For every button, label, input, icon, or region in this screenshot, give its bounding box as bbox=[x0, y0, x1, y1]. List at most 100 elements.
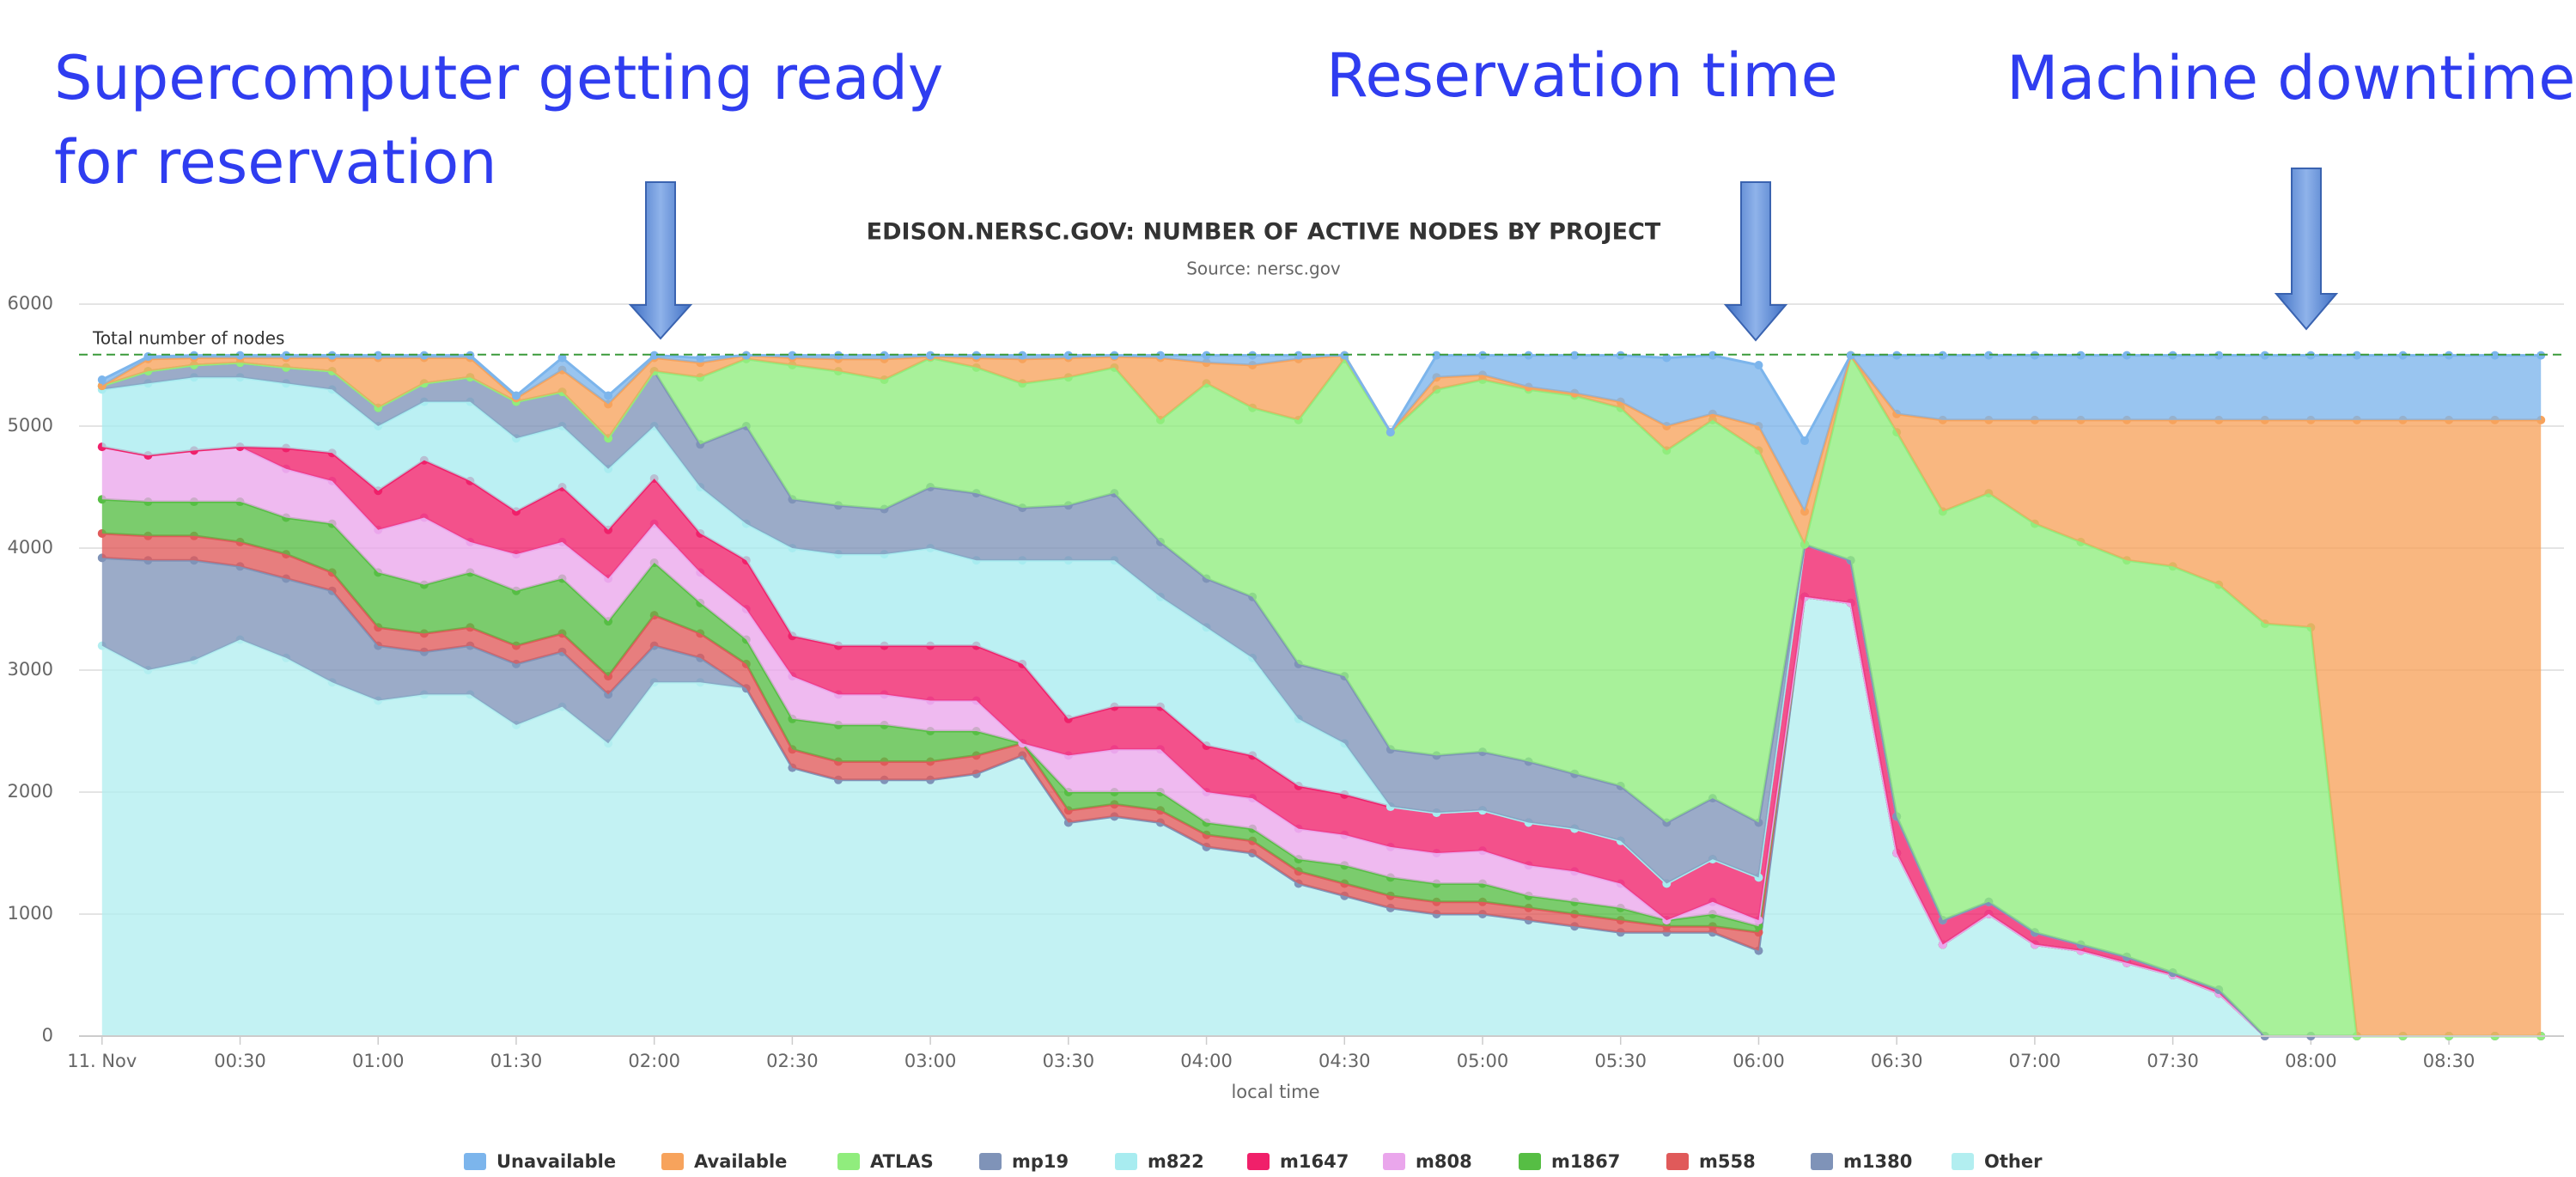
x-tick-label: 03:00 bbox=[904, 1051, 957, 1071]
x-tick-label: 01:00 bbox=[352, 1051, 405, 1071]
x-tick-label: 08:00 bbox=[2285, 1051, 2337, 1071]
legend-label: ATLAS bbox=[870, 1151, 934, 1172]
point-marker bbox=[374, 351, 383, 360]
point-marker bbox=[2352, 351, 2361, 360]
series-area bbox=[101, 363, 2542, 1036]
point-marker bbox=[1800, 540, 1810, 549]
point-marker bbox=[604, 391, 613, 400]
legend-swatch bbox=[1247, 1153, 1270, 1170]
point-marker bbox=[1800, 436, 1810, 446]
y-tick-label: 6000 bbox=[8, 293, 53, 314]
series-area bbox=[101, 534, 2542, 1036]
point-marker bbox=[1708, 351, 1717, 360]
y-tick-label: 5000 bbox=[8, 415, 53, 436]
point-marker bbox=[1018, 351, 1027, 360]
point-marker bbox=[1570, 351, 1580, 360]
legend-swatch bbox=[837, 1153, 860, 1170]
point-marker bbox=[2214, 351, 2224, 360]
legend-swatch bbox=[1383, 1153, 1405, 1170]
legend-label: m1380 bbox=[1843, 1151, 1912, 1172]
point-marker bbox=[1294, 351, 1303, 360]
point-marker bbox=[235, 351, 245, 360]
reference-line-label: Total number of nodes bbox=[92, 327, 284, 348]
x-tick-label: 00:30 bbox=[214, 1051, 266, 1071]
point-marker bbox=[788, 351, 797, 360]
legend-label: mp19 bbox=[1012, 1151, 1069, 1172]
point-marker bbox=[696, 353, 705, 363]
point-marker bbox=[1984, 351, 1994, 360]
annotation: Supercomputer getting ready bbox=[54, 43, 943, 113]
legend-swatch bbox=[1115, 1153, 1137, 1170]
x-tick-label: 11. Nov bbox=[67, 1051, 137, 1071]
legend-label: m822 bbox=[1148, 1151, 1204, 1172]
legend-swatch bbox=[1952, 1153, 1974, 1170]
legend-swatch bbox=[1666, 1153, 1689, 1170]
x-tick-label: 01:30 bbox=[490, 1051, 543, 1071]
point-marker bbox=[1662, 353, 1672, 363]
point-marker bbox=[1846, 351, 1855, 360]
x-tick-label: 02:30 bbox=[766, 1051, 819, 1071]
legend-label: Unavailable bbox=[496, 1151, 616, 1172]
legend-label: Available bbox=[694, 1151, 787, 1172]
y-tick-label: 2000 bbox=[8, 781, 53, 802]
point-marker bbox=[2076, 351, 2086, 360]
legend-label: m1647 bbox=[1280, 1151, 1349, 1172]
legend-label: m1867 bbox=[1551, 1151, 1620, 1172]
point-marker bbox=[1432, 351, 1441, 360]
point-marker bbox=[649, 351, 659, 360]
point-marker bbox=[926, 351, 935, 360]
x-tick-label: 04:30 bbox=[1318, 1051, 1371, 1071]
annotation: for reservation bbox=[54, 127, 497, 198]
x-tick-label: 05:00 bbox=[1457, 1051, 1509, 1071]
chart-title: EDISON.NERSC.GOV: NUMBER OF ACTIVE NODES… bbox=[867, 219, 1661, 246]
series-area bbox=[101, 355, 2542, 512]
x-tick-label: 07:30 bbox=[2147, 1051, 2199, 1071]
x-axis-label: local time bbox=[1231, 1082, 1319, 1102]
series-area bbox=[101, 447, 2542, 1036]
x-tick-label: 05:30 bbox=[1594, 1051, 1647, 1071]
series-line bbox=[101, 445, 2542, 1038]
x-tick-label: 03:30 bbox=[1043, 1051, 1095, 1071]
legend-label: m558 bbox=[1699, 1151, 1756, 1172]
series-area bbox=[101, 596, 2542, 1036]
point-marker bbox=[604, 434, 613, 443]
arrow bbox=[1723, 181, 1788, 342]
series-area bbox=[101, 558, 2542, 1036]
legend-label: Other bbox=[1984, 1151, 2043, 1172]
legend: Unavailable Available ATLAS mp19 m822 m1647 m8… bbox=[464, 1151, 2043, 1172]
y-tick-label: 0 bbox=[42, 1025, 53, 1046]
y-tick-label: 4000 bbox=[8, 537, 53, 558]
legend-swatch bbox=[1811, 1153, 1833, 1170]
legend-label: m808 bbox=[1416, 1151, 1472, 1172]
x-tick-label: 06:30 bbox=[1871, 1051, 1923, 1071]
legend-swatch bbox=[661, 1153, 684, 1170]
series-area bbox=[101, 377, 2542, 1036]
point-marker bbox=[143, 352, 153, 362]
series-area bbox=[101, 355, 2542, 1037]
x-tick-label: 04:00 bbox=[1180, 1051, 1233, 1071]
point-marker bbox=[511, 391, 521, 400]
y-tick-label: 3000 bbox=[8, 659, 53, 680]
legend-swatch bbox=[979, 1153, 1002, 1170]
annotation: Reservation time bbox=[1326, 40, 1838, 111]
series-area bbox=[101, 499, 2542, 1036]
point-marker bbox=[1754, 361, 1763, 369]
annotation: Machine downtime bbox=[2007, 43, 2575, 113]
point-marker bbox=[1800, 507, 1810, 516]
point-marker bbox=[97, 375, 107, 385]
point-marker bbox=[1155, 351, 1165, 360]
point-marker bbox=[557, 353, 567, 363]
point-marker bbox=[1063, 351, 1073, 360]
x-tick-label: 02:00 bbox=[628, 1051, 680, 1071]
x-tick-label: 06:00 bbox=[1733, 1051, 1785, 1071]
x-tick-label: 08:30 bbox=[2423, 1051, 2476, 1071]
plot-area: 0 1000 2000 3000 4000 5000 6000 11. Nov 00:30 01:… bbox=[8, 293, 2564, 1071]
chart-subtitle: Source: nersc.gov bbox=[1186, 259, 1341, 279]
point-marker bbox=[2490, 351, 2500, 360]
arrow bbox=[628, 181, 693, 340]
point-marker bbox=[1385, 428, 1395, 437]
series-area bbox=[101, 355, 2542, 1037]
arrow bbox=[2274, 168, 2339, 331]
legend-swatch bbox=[1519, 1153, 1541, 1170]
